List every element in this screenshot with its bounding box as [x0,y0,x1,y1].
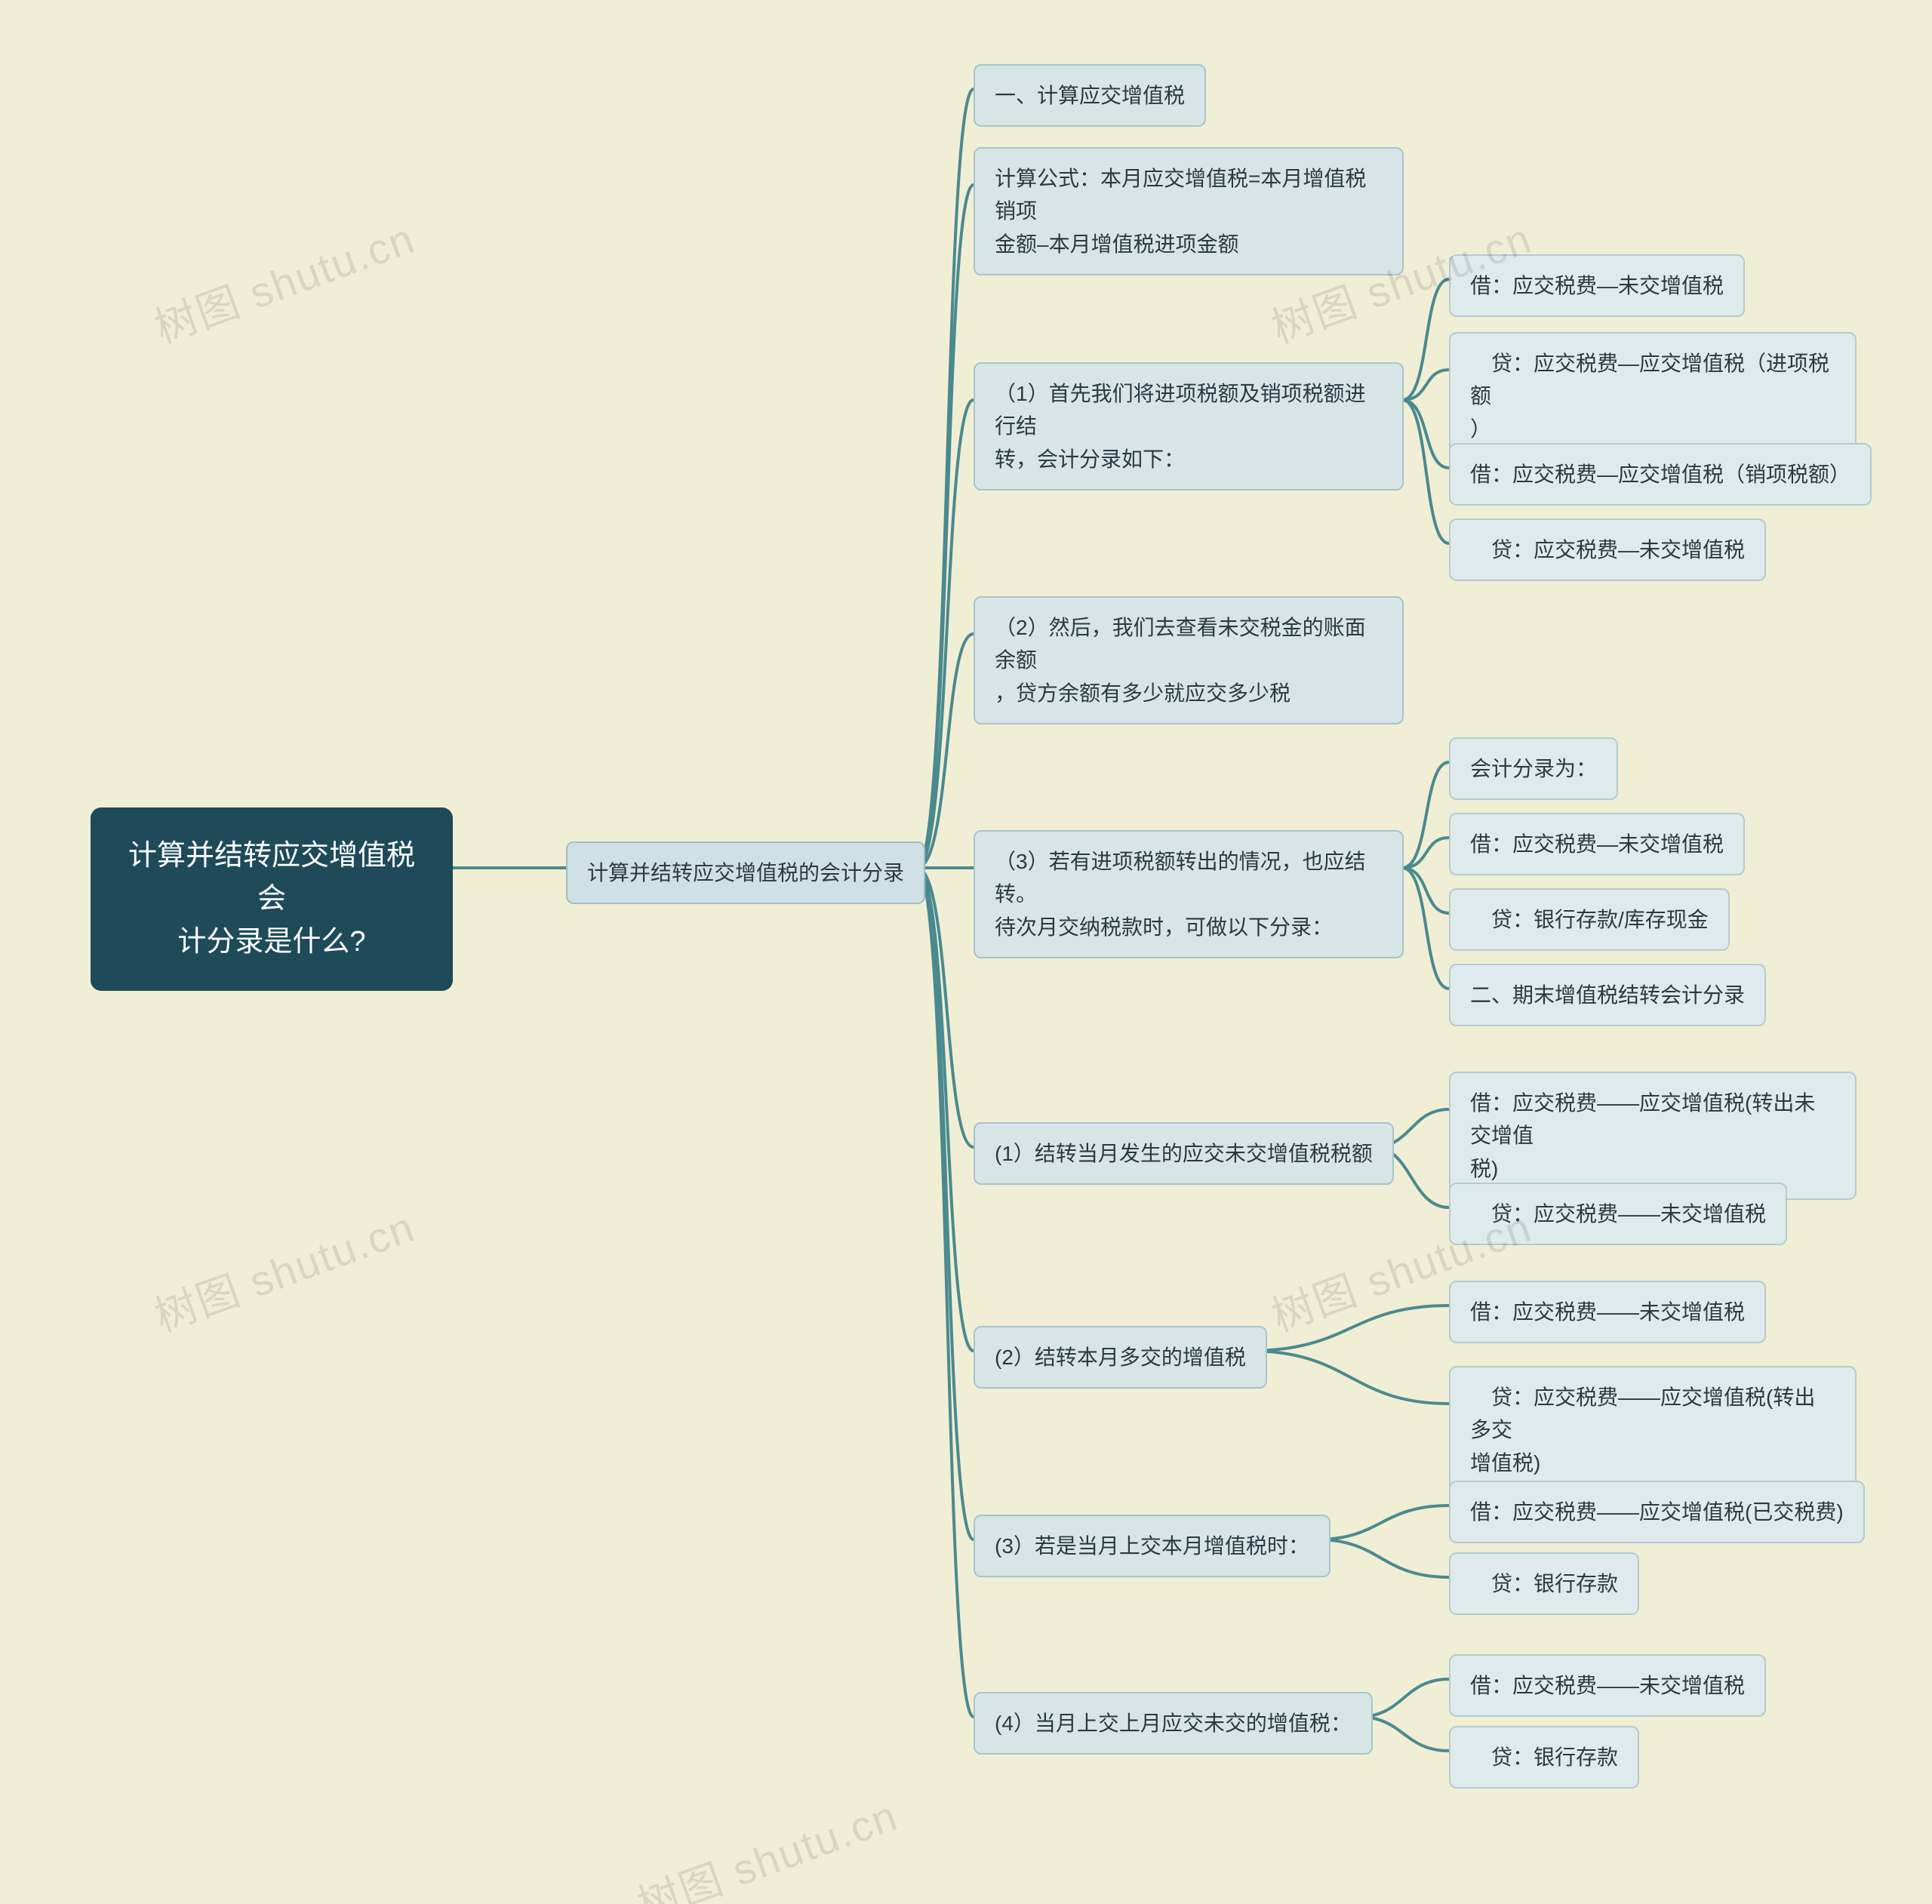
l3-f2-text: 贷：应交税费——未交增值税 [1470,1202,1766,1226]
l2-d-l1: （2）然后，我们去查看未交税金的账面余额 [995,616,1366,672]
l3-f2[interactable]: 贷：应交税费——未交增值税 [1449,1183,1787,1245]
l2-c-l2: 转，会计分录如下： [995,448,1185,471]
l3-g2-l2: 增值税) [1470,1451,1540,1475]
watermark: 树图 shutu.cn [628,1782,905,1904]
l1-node[interactable]: 计算并结转应交增值税的会计分录 [566,841,925,904]
l2-h[interactable]: (3）若是当月上交本月增值税时： [974,1515,1331,1577]
l3-c4-text: 贷：应交税费—未交增值税 [1470,538,1745,561]
l2-b[interactable]: 计算公式：本月应交增值税=本月增值税销项 金额–本月增值税进项金额 [974,147,1404,275]
l3-c2-l2: ） [1470,417,1491,441]
l3-c3[interactable]: 借：应交税费—应交增值税（销项税额） [1449,443,1872,506]
l3-g1[interactable]: 借：应交税费——未交增值税 [1449,1281,1766,1343]
root-text-l2: 计分录是什么? [177,926,365,958]
l3-i1-text: 借：应交税费——未交增值税 [1470,1674,1745,1697]
l2-a[interactable]: 一、计算应交增值税 [974,64,1206,127]
l3-c2[interactable]: 贷：应交税费—应交增值税（进项税额 ） [1449,332,1857,460]
mindmap-canvas: 计算并结转应交增值税会 计分录是什么? 计算并结转应交增值税的会计分录 一、计算… [0,0,1932,1904]
l3-g1-text: 借：应交税费——未交增值税 [1470,1300,1745,1324]
l2-g-text: (2）结转本月多交的增值税 [995,1346,1246,1369]
l3-h1[interactable]: 借：应交税费——应交增值税(已交税费) [1449,1481,1865,1543]
l3-g2-l1: 贷：应交税费——应交增值税(转出多交 [1470,1386,1815,1441]
watermark: 树图 shutu.cn [145,205,422,355]
l3-e2[interactable]: 借：应交税费—未交增值税 [1449,813,1745,875]
l3-i2[interactable]: 贷：银行存款 [1449,1726,1639,1789]
l3-i2-text: 贷：银行存款 [1470,1746,1618,1769]
l3-h2-text: 贷：银行存款 [1470,1572,1618,1595]
l3-c3-text: 借：应交税费—应交增值税（销项税额） [1470,463,1850,486]
l2-e-l1: （3）若有进项税额转出的情况，也应结转。 [995,850,1366,906]
l3-e4[interactable]: 二、期末增值税结转会计分录 [1449,964,1766,1026]
l3-f1-l2: 税) [1470,1157,1498,1180]
root-text-l1: 计算并结转应交增值税会 [128,840,415,915]
l3-e1[interactable]: 会计分录为： [1449,737,1618,800]
l3-e4-text: 二、期末增值税结转会计分录 [1470,983,1745,1007]
l3-h2[interactable]: 贷：银行存款 [1449,1552,1639,1615]
watermark: 树图 shutu.cn [145,1193,422,1344]
l2-e-l2: 待次月交纳税款时，可做以下分录： [995,915,1333,939]
l2-i-text: (4）当月上交上月应交未交的增值税： [995,1712,1352,1735]
l3-f1[interactable]: 借：应交税费——应交增值税(转出未交增值 税) [1449,1072,1857,1200]
l1-text: 计算并结转应交增值税的会计分录 [587,861,904,884]
l2-d[interactable]: （2）然后，我们去查看未交税金的账面余额 ，贷方余额有多少就应交多少税 [974,596,1404,724]
l2-b-l2: 金额–本月增值税进项金额 [995,232,1239,256]
l3-e2-text: 借：应交税费—未交增值税 [1470,832,1724,856]
root-node[interactable]: 计算并结转应交增值税会 计分录是什么? [91,807,453,991]
l3-h1-text: 借：应交税费——应交增值税(已交税费) [1470,1500,1844,1524]
l3-c1-text: 借：应交税费—未交增值税 [1470,274,1724,297]
l2-h-text: (3）若是当月上交本月增值税时： [995,1534,1309,1558]
l3-c4[interactable]: 贷：应交税费—未交增值税 [1449,518,1766,581]
l3-f1-l1: 借：应交税费——应交增值税(转出未交增值 [1470,1091,1815,1147]
l3-c1[interactable]: 借：应交税费—未交增值税 [1449,254,1745,317]
l2-i[interactable]: (4）当月上交上月应交未交的增值税： [974,1692,1373,1755]
l2-g[interactable]: (2）结转本月多交的增值税 [974,1326,1267,1389]
l3-g2[interactable]: 贷：应交税费——应交增值税(转出多交 增值税) [1449,1366,1857,1494]
l3-e1-text: 会计分录为： [1470,757,1597,780]
l2-f-text: (1）结转当月发生的应交未交增值税税额 [995,1142,1373,1165]
l3-c2-l1: 贷：应交税费—应交增值税（进项税额 [1470,352,1829,408]
l3-i1[interactable]: 借：应交税费——未交增值税 [1449,1654,1766,1717]
l2-b-l1: 计算公式：本月应交增值税=本月增值税销项 [995,167,1366,223]
l2-c-l1: （1）首先我们将进项税额及销项税额进行结 [995,382,1366,438]
l2-d-l2: ，贷方余额有多少就应交多少税 [995,681,1291,705]
l2-c[interactable]: （1）首先我们将进项税额及销项税额进行结 转，会计分录如下： [974,362,1404,491]
l2-a-text: 一、计算应交增值税 [995,84,1185,107]
l3-e3[interactable]: 贷：银行存款/库存现金 [1449,888,1730,951]
l3-e3-text: 贷：银行存款/库存现金 [1470,908,1709,931]
l2-f[interactable]: (1）结转当月发生的应交未交增值税税额 [974,1122,1394,1185]
l2-e[interactable]: （3）若有进项税额转出的情况，也应结转。 待次月交纳税款时，可做以下分录： [974,830,1404,958]
